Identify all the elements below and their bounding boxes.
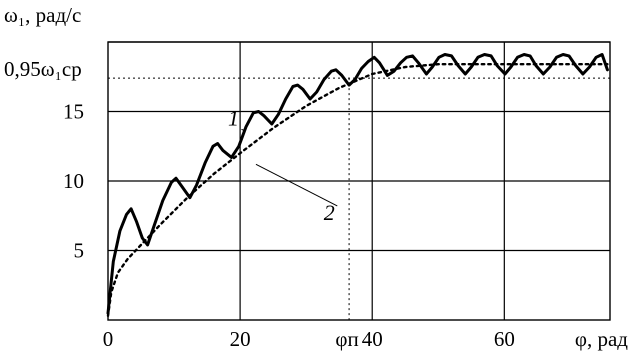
y-tick-label: 15 xyxy=(63,100,84,124)
annotation-leader xyxy=(241,128,246,132)
x-axis-label: φ, рад xyxy=(575,327,628,351)
reference-y-label: 0,95ω₁ср xyxy=(4,57,82,81)
y-tick-label: 5 xyxy=(74,239,85,263)
x-tick-label: 60 xyxy=(494,327,515,351)
plot-frame xyxy=(107,41,611,321)
series-line-2 xyxy=(106,62,609,317)
y-axis-label: ω₁, рад/с xyxy=(4,3,81,27)
grid xyxy=(107,41,611,321)
annotation-leader xyxy=(255,163,338,207)
x-tick-label: 20 xyxy=(230,327,251,351)
annotation-label: 1 xyxy=(228,105,239,130)
x-tick-label: 0 xyxy=(103,327,114,351)
reference-x-label: φп xyxy=(335,327,358,351)
annotation-label: 2 xyxy=(324,200,335,225)
series-line-1 xyxy=(106,53,609,315)
x-tick-label: 40 xyxy=(362,327,383,351)
annotations: 12 xyxy=(228,105,338,225)
y-tick-label: 10 xyxy=(63,169,84,193)
labels: 0 20 40 60 5 10 15 0,95ω₁ср φп ω₁, рад/с φ, рад xyxy=(4,3,628,351)
reference-lines xyxy=(108,77,610,320)
series-group xyxy=(106,53,609,317)
